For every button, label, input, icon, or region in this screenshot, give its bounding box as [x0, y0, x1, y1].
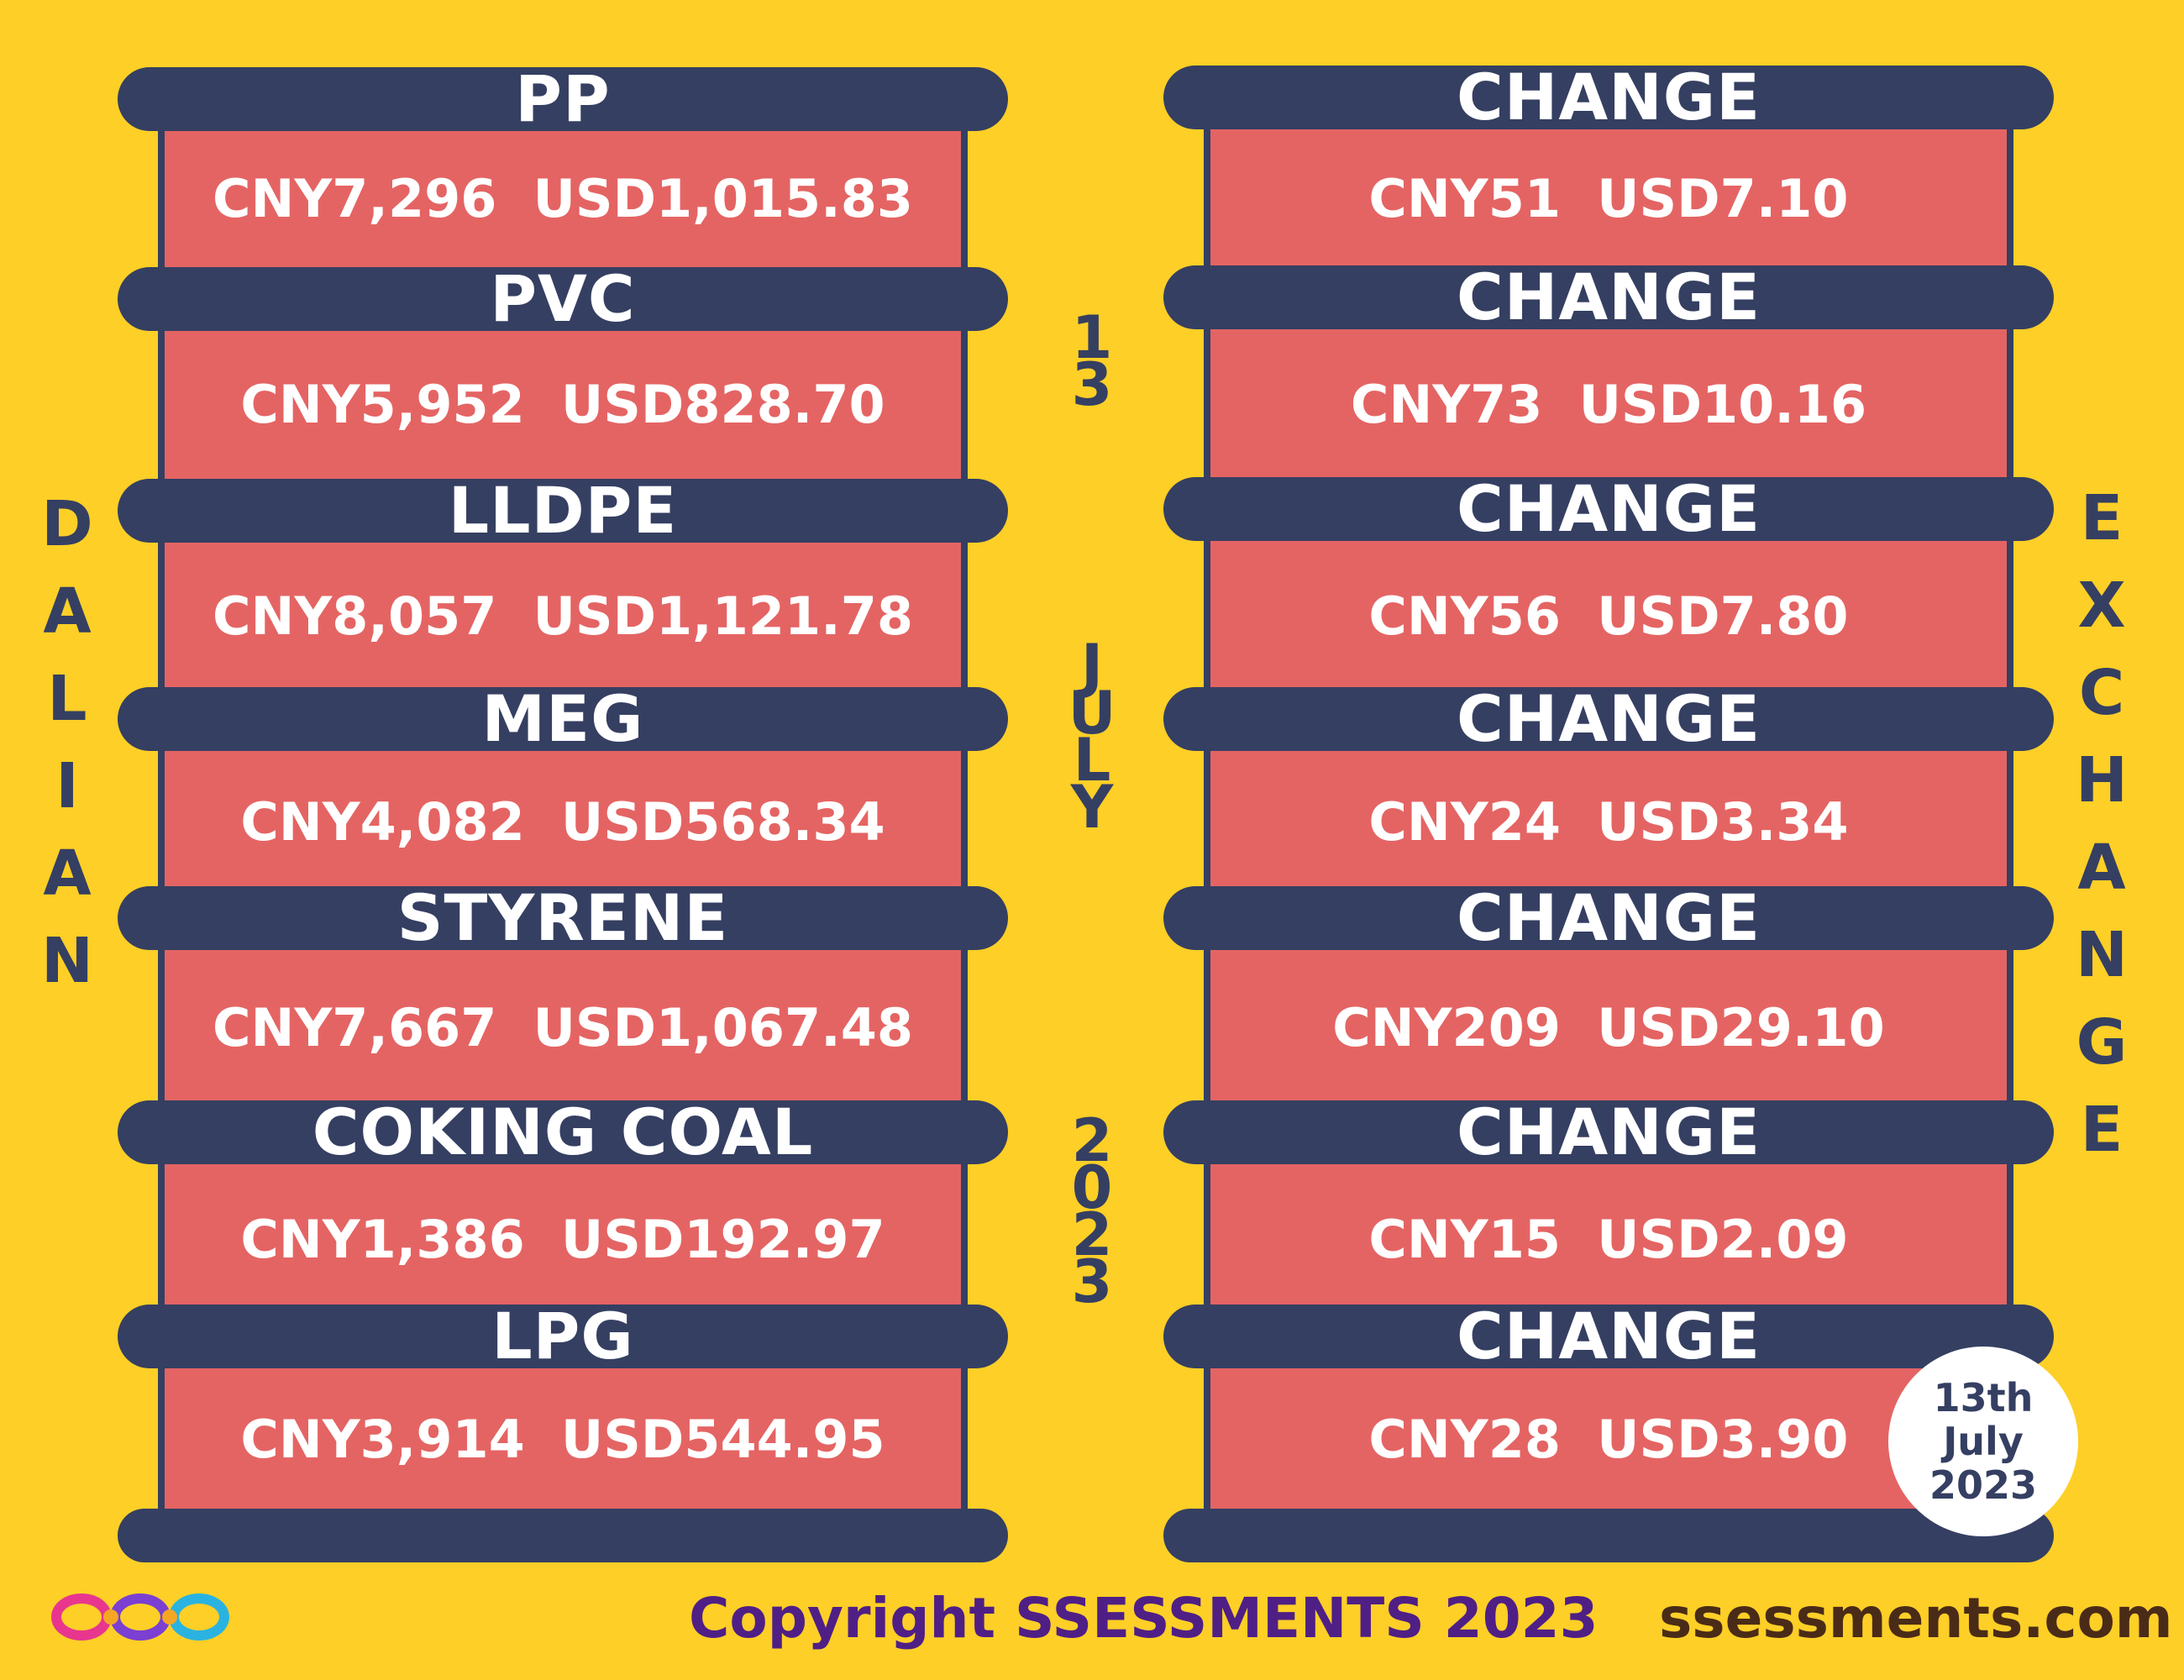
date-year-vertical: 2 0 2 3: [1067, 1106, 1117, 1316]
change-box-coking-coal: CNY15 USD2.09: [1204, 1159, 2013, 1319]
side-right-letter: G: [2076, 1006, 2128, 1079]
date-year-char: 2: [1071, 1200, 1113, 1269]
change-box-styrene: CNY209 USD29.10: [1204, 945, 2013, 1110]
price-box-pp: CNY7,296 USD1,015.83: [158, 126, 968, 270]
change-box-pvc: CNY73 USD10.16: [1204, 326, 2013, 482]
price-box-coking-coal: CNY1,386 USD192.97: [158, 1159, 968, 1319]
panel-bottom-bar: [118, 1509, 1008, 1562]
website-link[interactable]: ssessments.com: [1659, 1586, 2173, 1651]
side-left-letter: I: [55, 750, 79, 822]
infinity-loops-logo-icon: [51, 1593, 229, 1641]
date-day-char: 3: [1071, 350, 1113, 419]
date-month-char: Y: [1070, 773, 1114, 842]
change-box-meg: CNY24 USD3.34: [1204, 746, 2013, 897]
copyright-text: Copyright SSESSMENTS 2023: [689, 1586, 1599, 1651]
price-box-styrene: CNY7,667 USD1,067.48: [158, 945, 968, 1110]
side-left-letter: L: [47, 663, 87, 735]
change-box-lpg: CNY28 USD3.90: [1204, 1363, 2013, 1515]
side-right-letter: A: [2077, 832, 2126, 904]
product-bar-pvc: PVC: [118, 267, 1008, 331]
side-right-letter: E: [2080, 482, 2124, 554]
exchange-vertical-label: E X C H A N G E: [2076, 475, 2128, 1173]
product-bar-lpg: LPG: [118, 1305, 1008, 1368]
change-bar-pvc: CHANGE: [1163, 265, 2054, 329]
date-badge-month: July: [1943, 1419, 2024, 1464]
date-day-char: 1: [1071, 303, 1113, 372]
side-right-letter: X: [2077, 570, 2126, 642]
side-right-letter: C: [2078, 657, 2125, 729]
change-bar-meg: CHANGE: [1163, 687, 2054, 751]
change-box-lldpe: CNY56 USD7.80: [1204, 538, 2013, 694]
date-month-char: J: [1080, 632, 1104, 701]
change-bar-lldpe: CHANGE: [1163, 477, 2054, 541]
date-year-char: 3: [1071, 1247, 1113, 1316]
product-bar-styrene: STYRENE: [118, 886, 1008, 950]
change-bar-styrene: CHANGE: [1163, 886, 2054, 950]
product-bar-meg: MEG: [118, 687, 1008, 751]
date-year-char: 2: [1071, 1106, 1113, 1175]
change-box-pp: CNY51 USD7.10: [1204, 126, 2013, 270]
date-month-vertical: J U L Y: [1067, 632, 1117, 842]
product-bar-pp: PP: [118, 67, 1008, 131]
price-box-pvc: CNY5,952 USD828.70: [158, 326, 968, 482]
dalian-vertical-label: D A L I A N: [41, 480, 93, 1005]
price-box-lpg: CNY3,914 USD544.95: [158, 1363, 968, 1515]
date-badge: 13th July 2023: [1888, 1347, 2078, 1536]
side-left-letter: A: [43, 837, 92, 910]
side-left-letter: A: [43, 575, 92, 648]
date-badge-day: 13th: [1933, 1375, 2034, 1420]
change-bar-lpg: CHANGE: [1163, 1305, 2054, 1368]
price-box-lldpe: CNY8,057 USD1,121.78: [158, 538, 968, 694]
date-badge-year: 2023: [1929, 1462, 2038, 1508]
change-bar-coking-coal: CHANGE: [1163, 1100, 2054, 1164]
side-right-letter: H: [2076, 744, 2128, 816]
panel-bottom-bar-right: [1163, 1509, 2054, 1562]
product-bar-lldpe: LLDPE: [118, 479, 1008, 543]
side-left-letter: D: [41, 488, 93, 560]
price-box-meg: CNY4,082 USD568.34: [158, 746, 968, 897]
date-year-char: 0: [1071, 1153, 1113, 1222]
change-bar-pp: CHANGE: [1163, 66, 2054, 129]
date-day-vertical: 1 3: [1067, 303, 1117, 419]
side-right-letter: E: [2080, 1094, 2124, 1166]
product-bar-coking-coal: COKING COAL: [118, 1100, 1008, 1164]
side-left-letter: N: [41, 925, 93, 997]
side-right-letter: N: [2076, 919, 2128, 991]
date-month-char: L: [1073, 726, 1111, 795]
date-month-char: U: [1068, 679, 1116, 748]
